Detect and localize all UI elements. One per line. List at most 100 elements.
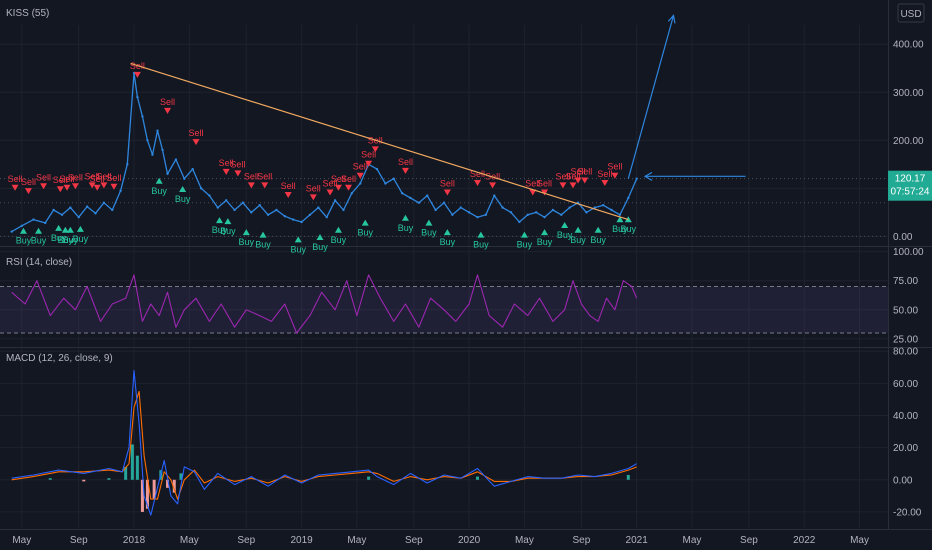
currency-button-label[interactable]: USD [900, 9, 921, 20]
buy-signal-marker [477, 231, 485, 238]
macd-histogram-bar [107, 478, 111, 480]
price-series-point [111, 208, 114, 212]
sell-signal-marker [474, 179, 482, 186]
buy-signal-label: Buy [357, 228, 373, 238]
buy-signal-label: Buy [557, 230, 573, 240]
price-series-point [85, 205, 89, 208]
sell-signal-marker [371, 146, 379, 153]
sell-signal-label: Sell [60, 174, 75, 184]
buy-signal-marker [224, 218, 232, 225]
buy-signal-label: Buy [398, 223, 414, 233]
buy-signal-label: Buy [421, 228, 437, 238]
buy-signal-marker [334, 226, 342, 233]
time-axis-tick-label: 2020 [458, 535, 481, 546]
sell-signal-marker [489, 182, 497, 189]
bar-countdown: 07:57:24 [891, 187, 930, 198]
price-series-point [501, 206, 504, 209]
sell-signal-marker [192, 139, 200, 146]
sell-signal-label: Sell [90, 174, 105, 184]
sell-signal-marker [601, 179, 609, 186]
price-series-point [518, 220, 521, 224]
price-series-point [266, 213, 270, 216]
time-axis-tick-label: 2018 [123, 535, 146, 546]
price-series-point [136, 95, 139, 99]
currency-button[interactable]: USD [897, 3, 925, 23]
macd-histogram-bar [166, 479, 170, 488]
buy-signal-marker [215, 217, 223, 224]
pointer-arrow-head[interactable] [643, 171, 653, 181]
price-series-point [601, 203, 605, 207]
sell-signal-label: Sell [566, 171, 581, 181]
buy-signal-label: Buy [175, 194, 191, 204]
sell-signal-marker [110, 183, 118, 190]
buy-signal-label: Buy [590, 235, 606, 245]
buy-signal-label: Buy [51, 233, 67, 243]
projection-arrow-line[interactable] [627, 15, 675, 179]
price-series-point [151, 153, 154, 156]
time-axis-tick-label: 2019 [290, 535, 313, 546]
buy-signal-label: Buy [517, 240, 533, 250]
buy-signal-marker [19, 227, 27, 234]
buy-signal-marker [401, 214, 409, 221]
price-series-point [258, 203, 261, 207]
price-series-point [359, 182, 362, 185]
sell-signal-label: Sell [470, 169, 485, 179]
sell-signal-marker [71, 183, 79, 190]
buy-signal-label: Buy [612, 224, 628, 234]
sell-signal-label: Sell [361, 150, 376, 160]
sell-signal-marker [326, 189, 334, 196]
sell-signal-label: Sell [306, 183, 321, 193]
macd-histogram-bar [145, 479, 149, 509]
price-series-point [434, 208, 437, 212]
buy-signal-marker [443, 229, 451, 236]
price-axis-tick-label: 0.00 [893, 475, 913, 486]
sell-signal-marker [247, 182, 255, 189]
sell-signal-marker [100, 182, 108, 189]
trendline-drawing[interactable] [130, 62, 629, 221]
price-series-point [610, 208, 613, 212]
buy-signal-label: Buy [312, 242, 328, 252]
buy-signal-marker [361, 219, 369, 226]
price-series-point [618, 213, 622, 216]
last-price-tag: 120.17 07:57:24 [888, 170, 932, 201]
time-axis-tick-label: May [683, 535, 702, 546]
time-axis-tick-label: May [515, 535, 534, 546]
price-series-point [119, 189, 122, 192]
sell-signal-marker [401, 167, 409, 174]
buy-signal-marker [155, 177, 163, 184]
sell-signal-marker [309, 194, 317, 201]
buy-signal-marker [561, 221, 569, 228]
price-series-point [426, 194, 429, 197]
sell-signal-marker [40, 183, 48, 190]
buy-signal-marker [520, 231, 528, 238]
macd-histogram-bar [152, 479, 156, 500]
time-axis[interactable]: May Sep 2018 May Sep 2019 May Sep 2020 May Sep 2021… [12, 535, 869, 546]
buy-signal-marker [616, 216, 624, 223]
sell-signal-label: Sell [21, 177, 36, 187]
price-series-point [459, 206, 462, 209]
price-series-point [342, 208, 345, 212]
currency-button-box[interactable] [897, 3, 925, 23]
buy-signal-label: Buy [621, 224, 637, 234]
price-series-point [593, 206, 596, 209]
sell-signal-label: Sell [555, 171, 570, 181]
price-series-point [375, 167, 379, 171]
buy-signal-marker [294, 236, 302, 243]
price-series-point [526, 213, 529, 216]
price-series-point [102, 201, 106, 204]
time-axis-tick-label: May [850, 535, 869, 546]
price-series-point [174, 158, 178, 161]
price-series-point [350, 191, 354, 195]
price-series-point [333, 199, 337, 202]
sell-signal-label: Sell [219, 158, 234, 168]
projection-arrow-head[interactable] [667, 14, 676, 24]
price-axis-tick-label: 50.00 [893, 305, 918, 316]
drawings-layer[interactable] [130, 14, 746, 221]
sell-signal-label: Sell [96, 171, 111, 181]
series-layer [10, 71, 638, 516]
price-series-point [451, 213, 454, 216]
buy-signal-marker [316, 233, 324, 240]
last-price-value: 120.17 [895, 174, 926, 185]
